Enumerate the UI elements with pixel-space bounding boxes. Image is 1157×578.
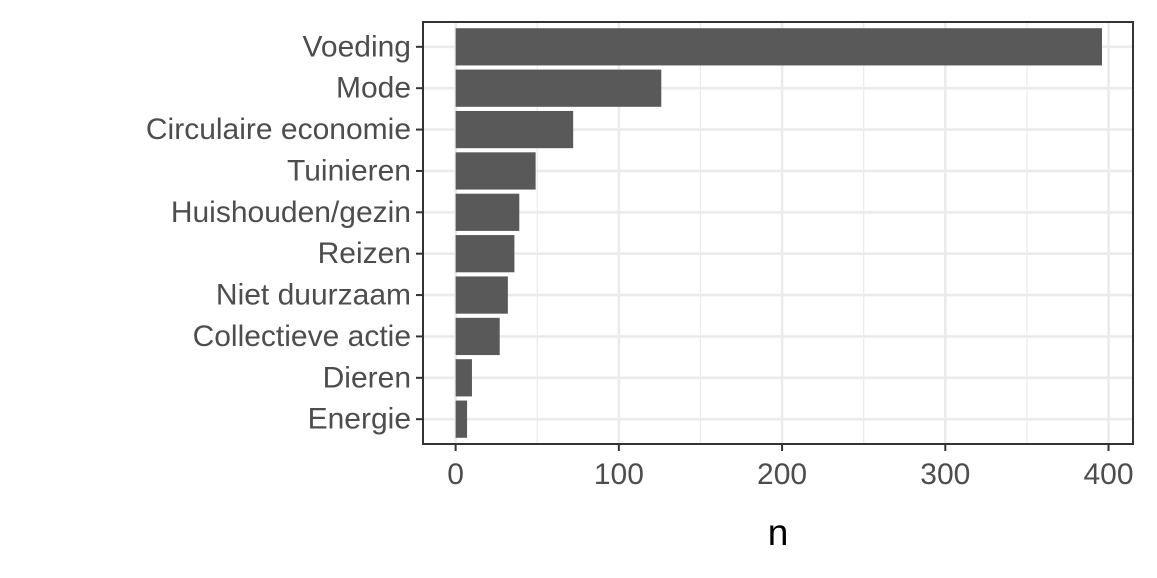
category-label: Huishouden/gezin xyxy=(171,196,411,229)
bar-dieren xyxy=(455,359,472,397)
x-tick-label: 300 xyxy=(920,458,970,491)
bar-reizen xyxy=(455,235,515,273)
x-tick-label: 400 xyxy=(1083,458,1133,491)
category-label: Energie xyxy=(308,403,411,436)
x-axis-title: n xyxy=(768,512,789,553)
y-axis-ticks xyxy=(416,45,423,421)
category-label: Circulaire economie xyxy=(146,113,411,146)
category-label: Niet duurzaam xyxy=(216,279,411,312)
bar-niet-duurzaam xyxy=(455,276,508,314)
x-axis-labels: 0 100 200 300 400 xyxy=(447,458,1133,491)
x-axis-ticks xyxy=(454,444,1110,451)
y-axis-labels: Voeding Mode Circulaire economie Tuinieren H… xyxy=(146,30,411,435)
category-label: Reizen xyxy=(318,237,411,270)
bar-collectieve-actie xyxy=(455,317,500,356)
bar-mode xyxy=(455,69,662,107)
x-tick-label: 0 xyxy=(447,458,464,491)
bar-energie xyxy=(455,400,468,438)
category-label: Voeding xyxy=(303,30,411,63)
bars xyxy=(455,28,1102,438)
category-label: Dieren xyxy=(323,361,411,394)
x-tick-label: 100 xyxy=(594,458,644,491)
category-label: Tuinieren xyxy=(287,154,411,187)
x-tick-label: 200 xyxy=(757,458,807,491)
category-label: Mode xyxy=(336,72,411,105)
bar-huishouden-gezin xyxy=(455,193,520,231)
minor-gridlines xyxy=(536,22,1028,444)
bar-voeding xyxy=(455,28,1102,66)
category-label: Collectieve actie xyxy=(193,320,411,353)
bar-tuinieren xyxy=(455,152,536,190)
panel-border xyxy=(422,21,1134,445)
bar-circulaire-economie xyxy=(455,110,574,149)
